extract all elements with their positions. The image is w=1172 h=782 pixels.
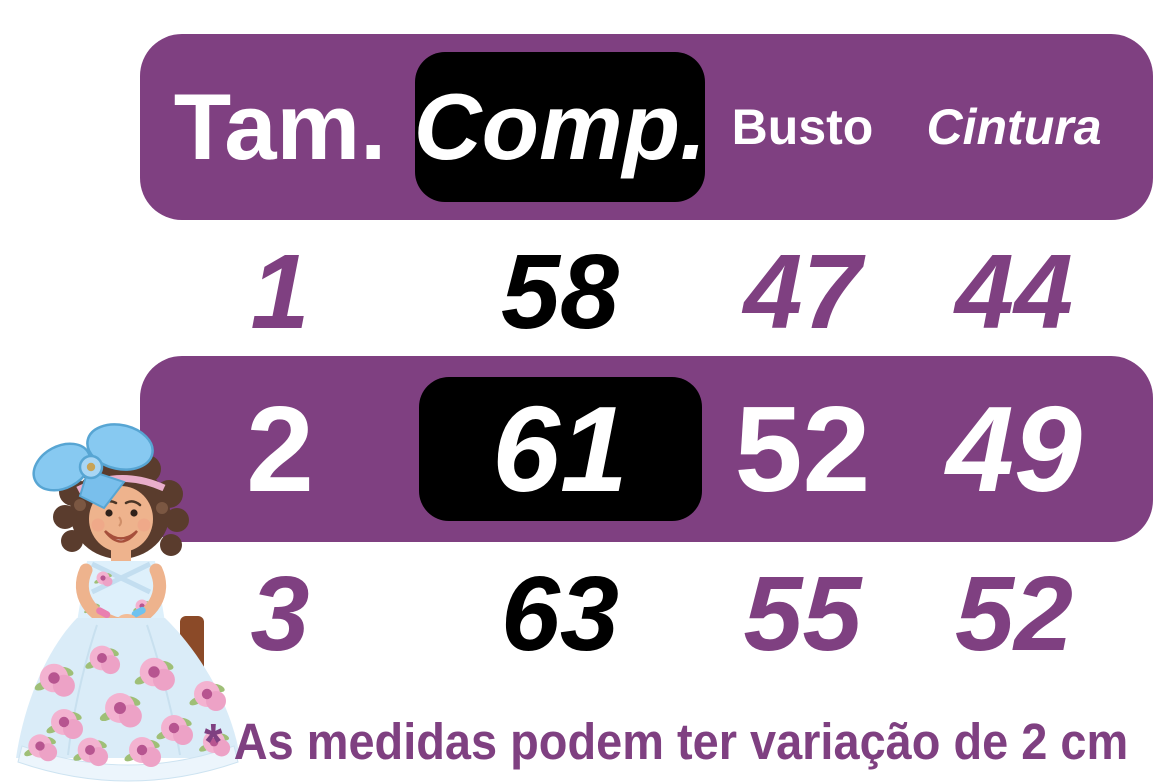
cell-size3-cintura: 52 <box>955 561 1073 667</box>
cell-size3-tam: 3 <box>251 561 310 667</box>
header-cell-busto: Busto <box>732 102 874 152</box>
value-size3-comp: 63 <box>501 555 619 673</box>
cell-size2-tam: 2 <box>246 388 314 510</box>
value-size1-tam: 1 <box>250 233 310 351</box>
cell-size3-comp: 63 <box>501 561 619 667</box>
table-row-size-1: 1 58 47 44 <box>140 226 1153 358</box>
value-size2-busto: 52 <box>734 381 871 517</box>
table-row-size-2-highlighted: 2 61 52 49 <box>140 356 1153 542</box>
header-label-comp: Comp. <box>413 74 707 179</box>
value-size2-cintura: 49 <box>946 381 1082 517</box>
table-row-size-3: 3 63 55 52 <box>140 548 1153 680</box>
header-cell-tam: Tam. <box>174 80 386 174</box>
header-label-tam: Tam. <box>173 74 387 179</box>
cell-size2-cintura: 49 <box>946 388 1082 510</box>
cell-size1-busto: 47 <box>744 239 862 345</box>
table-header-row: Tam. Comp. Busto Cintura <box>140 34 1153 220</box>
value-size1-comp: 58 <box>501 233 619 351</box>
measurement-disclaimer: * As medidas podem ter variação de 2 cm <box>160 712 1172 771</box>
girl-photo <box>16 423 240 782</box>
cell-size1-cintura: 44 <box>955 239 1073 345</box>
comp-value-highlight-box: 61 <box>418 377 702 521</box>
measurement-disclaimer-text: * As medidas podem ter variação de 2 cm <box>204 713 1129 770</box>
header-cell-cintura: Cintura <box>927 102 1102 152</box>
cell-size1-comp: 58 <box>501 239 619 345</box>
cell-size3-busto: 55 <box>744 561 862 667</box>
value-size3-busto: 55 <box>743 555 862 673</box>
header-label-cintura: Cintura <box>926 99 1102 155</box>
cell-size1-tam: 1 <box>251 239 310 345</box>
comp-highlight-box: Comp. <box>413 52 707 202</box>
value-size3-tam: 3 <box>250 555 310 673</box>
value-size1-cintura: 44 <box>955 233 1073 351</box>
cell-size2-comp: 61 <box>418 377 702 521</box>
value-size2-comp: 61 <box>492 381 628 517</box>
header-cell-comp: Comp. <box>413 52 707 202</box>
value-size3-cintura: 52 <box>955 555 1073 673</box>
value-size1-busto: 47 <box>743 233 862 351</box>
value-size2-tam: 2 <box>246 381 314 517</box>
header-label-busto: Busto <box>731 99 874 155</box>
cell-size2-busto: 52 <box>735 388 871 510</box>
